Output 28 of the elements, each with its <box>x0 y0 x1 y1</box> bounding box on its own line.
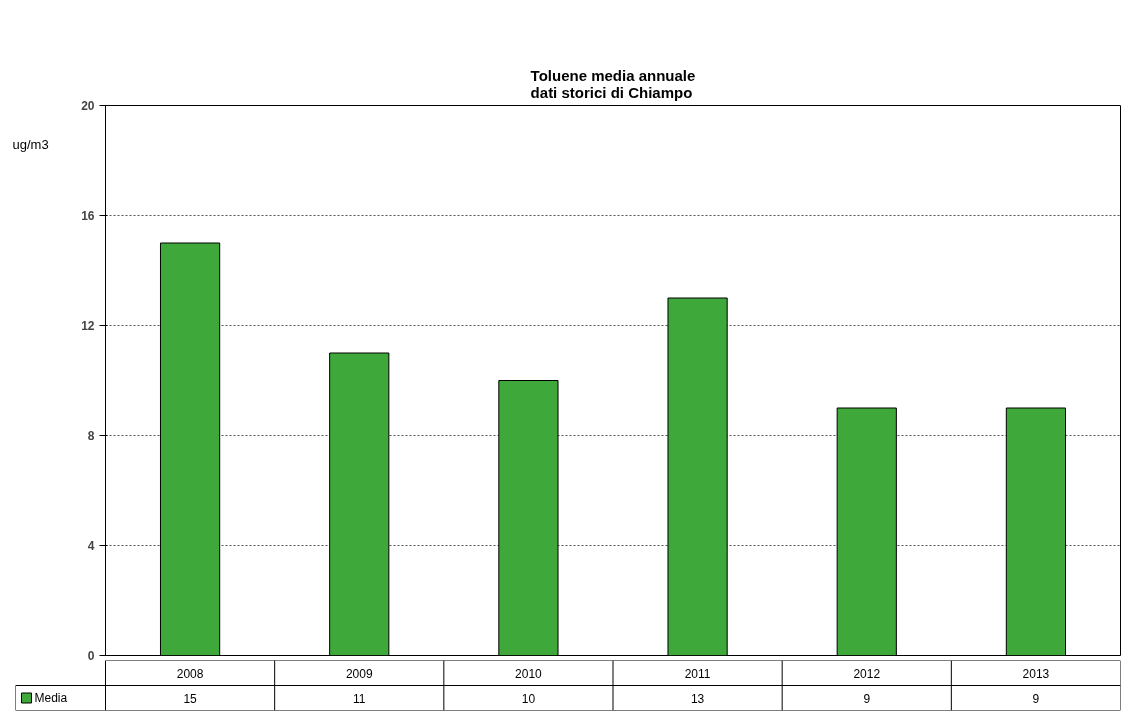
y-tick-label: 16 <box>81 209 95 223</box>
data-label: 15 <box>183 691 198 706</box>
data-label: 9 <box>1032 691 1040 706</box>
chart-title: Toluene media annuale <box>530 66 696 84</box>
bar <box>667 297 728 656</box>
x-tick-label: 2009 <box>345 666 373 681</box>
x-tick-label: 2008 <box>176 666 204 681</box>
data-label: 10 <box>521 691 536 706</box>
y-tick-label: 12 <box>81 319 95 333</box>
x-tick-label: 2012 <box>853 666 881 681</box>
bar <box>159 242 221 656</box>
bar <box>498 380 559 656</box>
bar <box>1005 407 1067 656</box>
y-axis-title: ug/m3 <box>12 136 49 152</box>
data-label: 9 <box>863 691 871 706</box>
legend-label: Media <box>34 691 68 705</box>
x-tick-label: 2011 <box>684 666 711 681</box>
bar <box>836 407 897 656</box>
x-tick-label: 2013 <box>1022 666 1050 681</box>
y-tick-label: 20 <box>81 99 95 113</box>
chart-subtitle: dati storici di Chiampo <box>530 83 693 101</box>
bar <box>329 352 390 656</box>
data-label: 13 <box>690 691 705 706</box>
y-tick-label: 8 <box>87 429 95 443</box>
y-tick-label: 4 <box>87 539 95 553</box>
data-label: 11 <box>353 691 366 706</box>
x-tick-label: 2010 <box>515 666 543 681</box>
y-tick-label: 0 <box>87 649 95 663</box>
